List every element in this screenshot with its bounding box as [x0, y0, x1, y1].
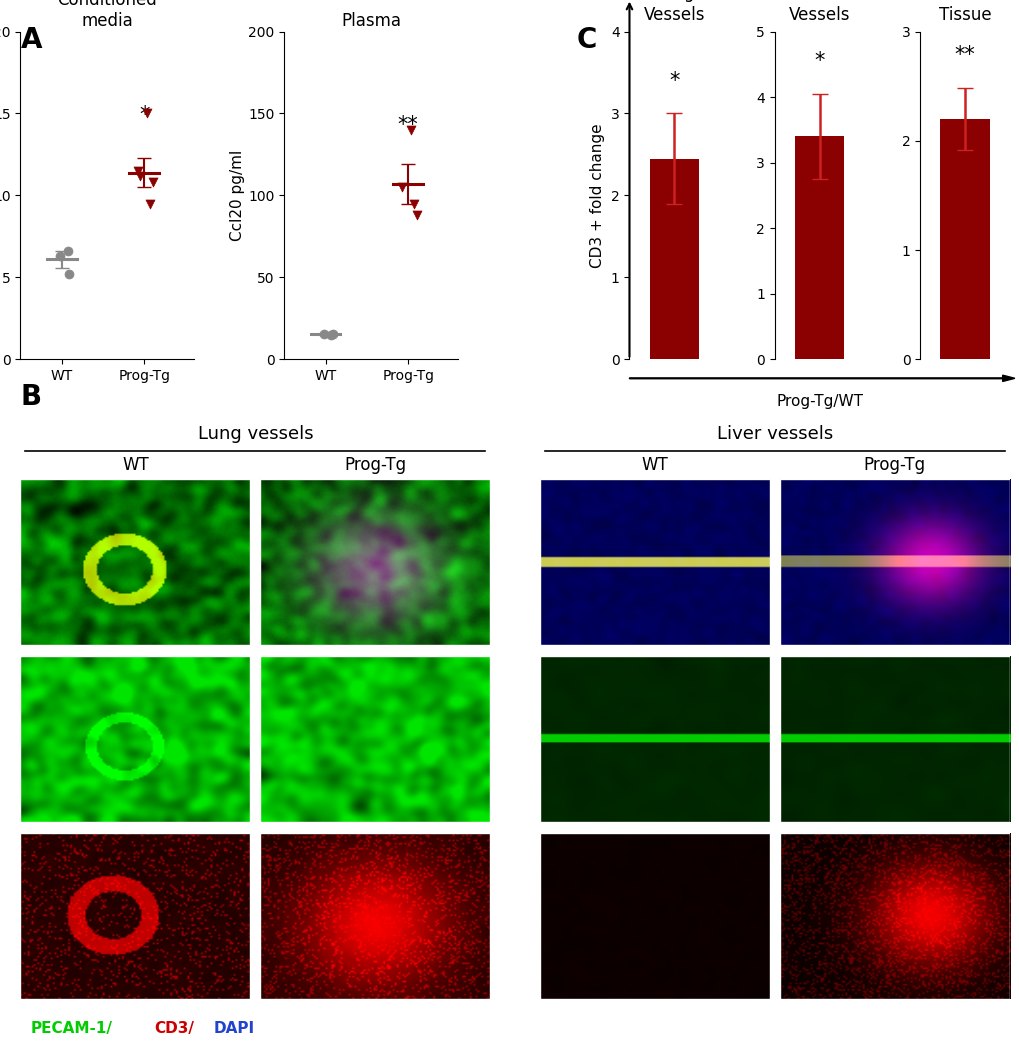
Text: CD3/: CD3/	[154, 1022, 194, 1036]
Point	[323, 327, 339, 343]
Point	[403, 122, 419, 139]
Bar	[539, 656, 769, 822]
Title: Liver
Vessels: Liver Vessels	[788, 0, 850, 24]
Text: B: B	[20, 383, 42, 412]
Text: Lung vessels: Lung vessels	[198, 425, 313, 443]
Bar	[779, 833, 1009, 999]
Bar	[20, 833, 251, 999]
Title: Liver
Tissue: Liver Tissue	[937, 0, 990, 24]
Y-axis label: CD3 + fold change: CD3 + fold change	[590, 123, 604, 268]
Text: C: C	[576, 26, 596, 55]
Text: WT: WT	[641, 456, 667, 474]
Title: Conditioned
media: Conditioned media	[57, 0, 157, 30]
Text: Prog-Tg/WT: Prog-Tg/WT	[775, 394, 862, 410]
Bar	[260, 479, 490, 645]
Point	[393, 178, 410, 195]
Point	[130, 163, 147, 180]
Bar	[649, 159, 698, 359]
Text: A: A	[20, 26, 42, 55]
Y-axis label: Ccl20 pg/ml: Ccl20 pg/ml	[230, 150, 246, 242]
Bar	[20, 656, 251, 822]
Point	[61, 266, 77, 282]
Text: *: *	[139, 105, 150, 125]
Point	[316, 326, 332, 342]
Point	[406, 195, 422, 212]
Text: DAPI: DAPI	[213, 1022, 254, 1036]
Text: *: *	[813, 50, 824, 70]
Point	[131, 167, 148, 184]
Text: WT: WT	[122, 456, 149, 474]
Text: PECAM-1/: PECAM-1/	[31, 1022, 112, 1036]
Text: Prog-Tg: Prog-Tg	[344, 456, 406, 474]
Bar	[940, 119, 988, 359]
Point	[139, 105, 155, 122]
Text: Liver vessels: Liver vessels	[716, 425, 833, 443]
Point	[142, 195, 158, 212]
Bar	[539, 833, 769, 999]
Text: *: *	[668, 70, 679, 90]
Bar	[779, 479, 1009, 645]
Bar	[260, 656, 490, 822]
Point	[59, 243, 75, 259]
Bar	[20, 479, 251, 645]
Point	[145, 174, 161, 191]
Point	[409, 207, 425, 224]
Point	[325, 326, 341, 342]
Bar	[539, 479, 769, 645]
Title: Plasma: Plasma	[340, 12, 400, 30]
Text: **: **	[954, 45, 974, 65]
Title: Lung
Vessels: Lung Vessels	[643, 0, 704, 24]
Text: Prog-Tg: Prog-Tg	[863, 456, 925, 474]
Text: **: **	[397, 114, 418, 134]
Bar	[794, 136, 844, 359]
Point	[52, 248, 68, 265]
Bar	[779, 656, 1009, 822]
Bar	[260, 833, 490, 999]
